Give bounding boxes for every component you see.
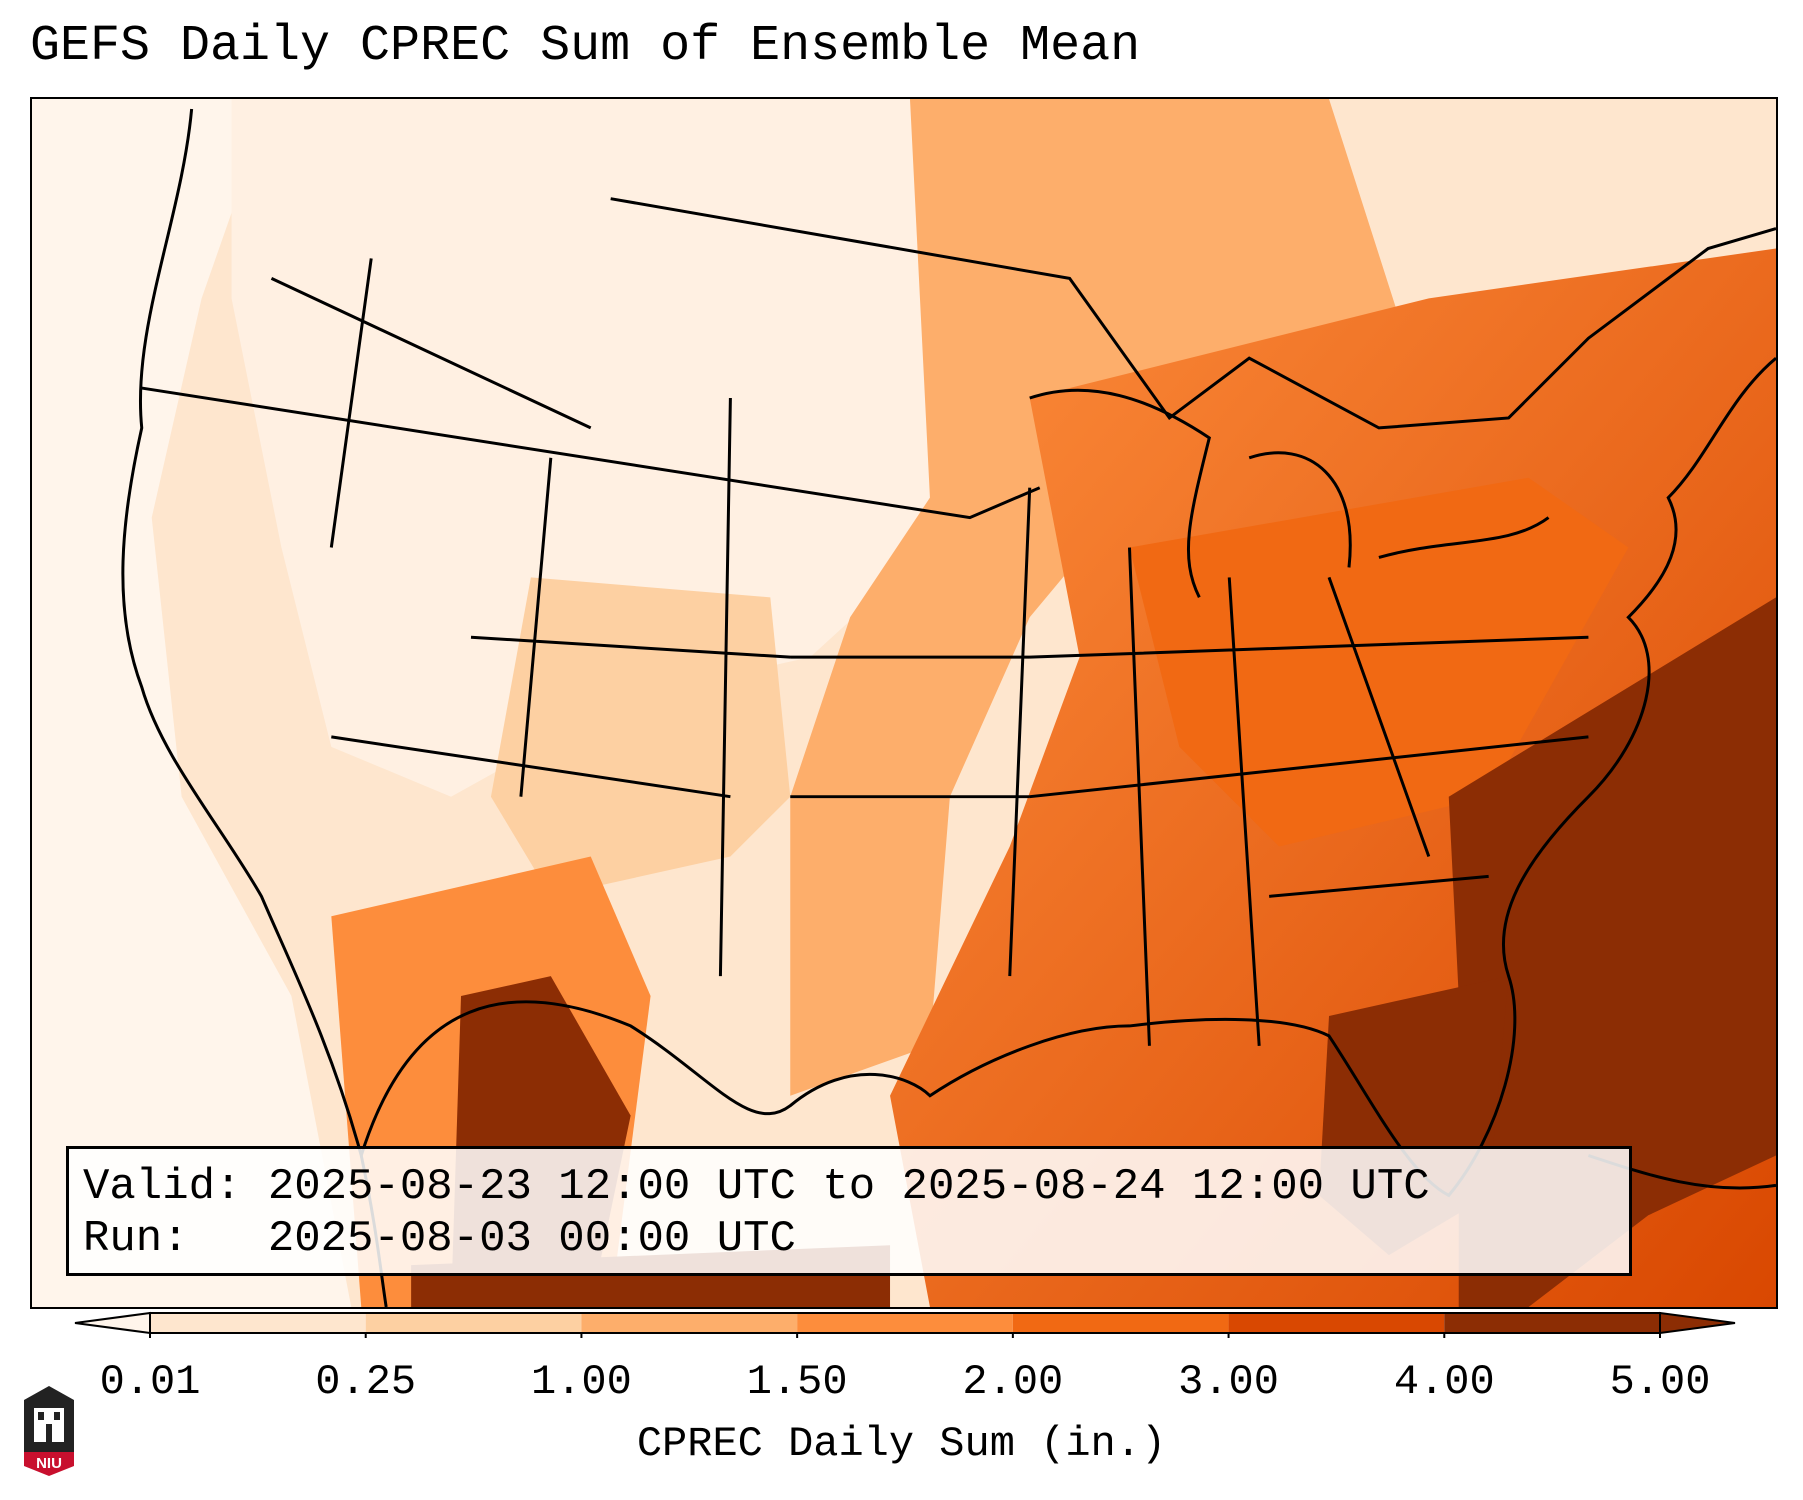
- logo-text: NIU: [36, 1455, 62, 1472]
- gulf-atlantic-coastline: [359, 356, 1776, 1198]
- coastlines-and-borders: [121, 108, 1776, 1307]
- valid-value: 2025-08-23 12:00 UTC to 2025-08-24 12:00…: [267, 1162, 1430, 1212]
- map-panel: [30, 97, 1778, 1309]
- northern-border: [141, 386, 1041, 520]
- precip-ohio-valley: [1129, 477, 1629, 847]
- colorbar-tick-label: 0.01: [99, 1358, 201, 1406]
- colorbar-segment: [1444, 1313, 1660, 1333]
- precip-map: [32, 99, 1776, 1307]
- colorbar-tick-label: 5.00: [1609, 1358, 1711, 1406]
- great-lakes-outline: [1029, 388, 1550, 599]
- colorbar-segment: [1012, 1313, 1229, 1333]
- canada-border: [610, 197, 1776, 430]
- precip-colorado-medium: [490, 577, 791, 897]
- colorbar-tick-label: 4.00: [1393, 1358, 1495, 1406]
- colorbar-label: CPREC Daily Sum (in.): [636, 1420, 1167, 1468]
- state-borders: [270, 258, 1589, 1046]
- precip-west-light: [32, 99, 352, 1307]
- validity-info-box: Valid: 2025-08-23 12:00 UTC to 2025-08-2…: [66, 1146, 1632, 1276]
- colorbar-segment: [150, 1313, 366, 1333]
- colorbar-tick-label: 1.00: [531, 1358, 632, 1406]
- colorbar-segment: [365, 1313, 582, 1333]
- valid-label: Valid:: [83, 1162, 242, 1212]
- colorbar-tick-label: 1.50: [746, 1358, 848, 1406]
- colorbar-extend-min: [74, 1311, 151, 1335]
- colorbar-tick-label: 0.25: [315, 1358, 417, 1406]
- run-label: Run:: [83, 1214, 189, 1264]
- colorbar-outline: [149, 1312, 1661, 1334]
- colorbar-tick-label: 2.00: [962, 1358, 1064, 1406]
- colorbar-segment: [797, 1313, 1013, 1333]
- run-value: 2025-08-03 00:00 UTC: [267, 1214, 796, 1264]
- colorbar-extend-max: [1659, 1311, 1736, 1335]
- colorbar: [74, 1311, 1736, 1338]
- colorbar-segment: [1228, 1313, 1445, 1333]
- niu-logo-icon: NIU: [24, 1386, 74, 1476]
- precip-atlantic-max: [1448, 597, 1776, 1307]
- plot-title: GEFS Daily CPREC Sum of Ensemble Mean: [30, 18, 1141, 75]
- colorbar-tick-label: 3.00: [1178, 1358, 1279, 1406]
- colorbar-segment: [581, 1313, 798, 1333]
